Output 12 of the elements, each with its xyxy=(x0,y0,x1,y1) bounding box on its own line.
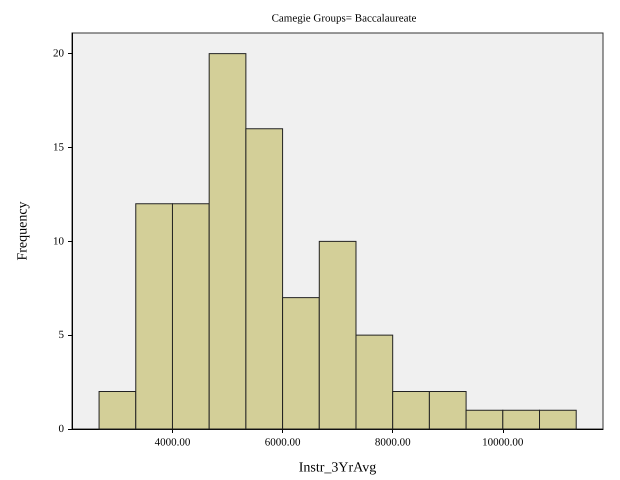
x-tick-label: 8000.00 xyxy=(374,436,412,448)
y-tick-label: 10 xyxy=(53,235,64,248)
y-tick-label: 0 xyxy=(58,423,64,435)
y-tick-label: 15 xyxy=(53,141,64,154)
x-tick-label: 10000.00 xyxy=(482,436,524,448)
chart-title: Camegie Groups= Baccalaureate xyxy=(272,12,417,24)
x-tick-label: 4000.00 xyxy=(154,436,191,448)
x-tick-label: 6000.00 xyxy=(264,436,301,448)
y-tick-label: 5 xyxy=(58,329,64,342)
y-tick-label: 20 xyxy=(53,48,64,60)
y-axis-title: Frequency xyxy=(16,201,30,261)
x-axis-title: Instr_3YrAvg xyxy=(298,460,376,476)
